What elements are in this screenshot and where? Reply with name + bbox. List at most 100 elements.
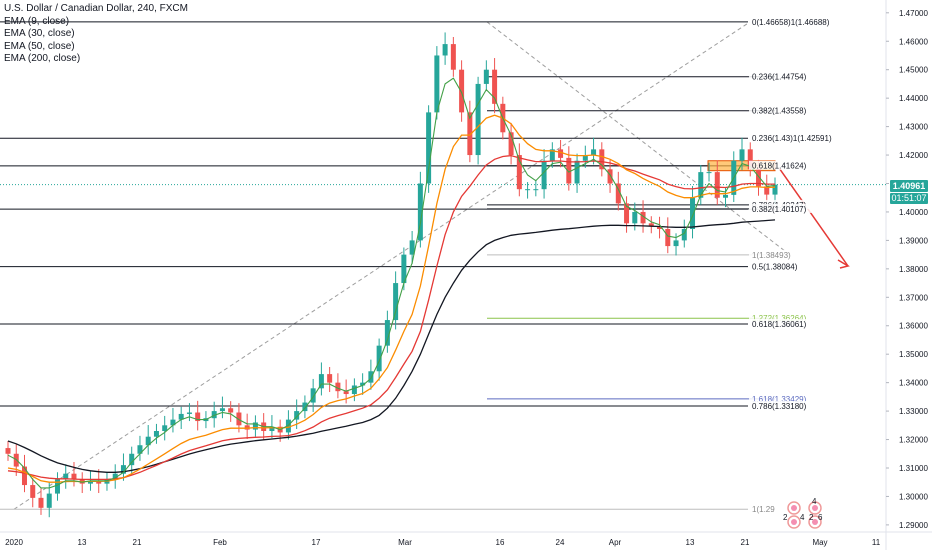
candle-body [360, 382, 366, 386]
candle-body [591, 149, 597, 156]
y-tick-label: 1.36000 [899, 322, 928, 331]
x-tick-label: May [812, 538, 827, 547]
candle-body [145, 436, 151, 446]
y-tick-label: 1.46000 [899, 37, 928, 46]
candle-body [442, 44, 448, 56]
y-tick-label: 1.40000 [899, 208, 928, 217]
candle-body [549, 149, 555, 161]
candle-body [483, 69, 489, 84]
fib-label-bg [749, 261, 821, 271]
event-badge-digit: 4 [800, 513, 805, 522]
candle-body [739, 149, 745, 161]
candle-body [219, 408, 225, 412]
fib-level-label: 0.236(1.43)1(1.42591) [752, 134, 832, 143]
candle-body [21, 466, 27, 486]
fib-label-bg [749, 319, 821, 329]
candle-body [318, 374, 324, 389]
fib-level-label: 1(1.38493) [752, 251, 791, 260]
candle-body [434, 55, 440, 113]
candle-body [574, 160, 580, 184]
projection-arrow [779, 168, 849, 267]
candle-body [87, 480, 93, 484]
candle-body [599, 149, 605, 170]
candle-body [450, 44, 456, 70]
candle-body [459, 69, 465, 113]
fib-label-bg [749, 105, 821, 115]
fib-label-bg [749, 393, 821, 403]
candle-body [178, 413, 184, 420]
y-tick-label: 1.47000 [899, 9, 928, 18]
candle-body [607, 169, 613, 184]
candle-body [475, 83, 481, 156]
x-tick-label: 2020 [5, 538, 23, 547]
event-badge-icon [791, 505, 797, 511]
fib-level-label: 0.382(1.43558) [752, 107, 807, 116]
candle-body [285, 419, 291, 433]
candle-body [162, 425, 168, 432]
fib-label-bg [749, 504, 821, 514]
y-tick-label: 1.43000 [899, 123, 928, 132]
legend-ema-50[interactable]: EMA (50, close) [4, 40, 75, 52]
fib-label-bg [749, 16, 821, 26]
y-tick-label: 1.29000 [899, 521, 928, 530]
x-tick-label: Apr [609, 538, 622, 547]
candle-body [376, 345, 382, 372]
candle-body [690, 197, 696, 230]
y-tick-label: 1.34000 [899, 379, 928, 388]
candle-body [467, 112, 473, 156]
y-tick-label: 1.32000 [899, 436, 928, 445]
candle-body [46, 493, 52, 508]
candle-body [294, 411, 300, 420]
candle-body [327, 374, 333, 383]
x-tick-label: 11 [872, 538, 881, 547]
x-tick-label: Mar [398, 538, 412, 547]
fib-label-bg [749, 400, 821, 410]
fib-level-label: 0.236(1.44754) [752, 73, 807, 82]
candle-body [541, 160, 547, 190]
candle-body [38, 497, 44, 508]
event-badge-digit: 4 [812, 497, 817, 506]
candle-body [492, 69, 498, 104]
candle-body [236, 412, 242, 426]
candle-body [228, 408, 234, 413]
candle-body [673, 240, 679, 247]
candle-body [170, 419, 176, 426]
candle-body [137, 445, 143, 454]
candle-body [401, 254, 407, 284]
legend-ema-30[interactable]: EMA (30, close) [4, 28, 75, 39]
ema-50-line [7, 154, 775, 481]
fib-label-bg [749, 71, 821, 81]
candle-body [153, 431, 159, 437]
legend-ema-200[interactable]: EMA (200, close) [4, 53, 81, 64]
candle-body [756, 169, 762, 187]
fib-level-label: 1.618(1.33429) [752, 395, 807, 404]
y-tick-label: 1.35000 [899, 350, 928, 359]
x-tick-label: 24 [556, 538, 565, 547]
candle-body [211, 411, 217, 419]
ema-30-line [7, 114, 776, 483]
legend-ema-9[interactable]: EMA (9, close) [4, 15, 70, 27]
candle-body [566, 157, 572, 184]
fib-label-bg [749, 249, 821, 259]
candle-body [582, 155, 588, 161]
candle-body [63, 473, 69, 480]
event-badge-icon [791, 519, 797, 525]
y-tick-label: 1.30000 [899, 492, 928, 501]
fib-label-bg [749, 160, 821, 170]
candle-body [335, 382, 341, 392]
fib-label-bg [749, 133, 821, 143]
fib-label-bg [749, 313, 821, 323]
fib-trend-line [13, 21, 751, 510]
x-tick-label: 13 [78, 538, 87, 547]
candle-body [54, 479, 60, 494]
candle-body [426, 112, 432, 184]
candle-body [632, 211, 638, 224]
candle-body [5, 448, 11, 454]
chart-legend: U.S. Dollar / Canadian Dollar, 240, FXCM… [4, 3, 188, 66]
candle-body [310, 388, 316, 403]
candle-body [368, 371, 374, 383]
y-tick-label: 1.33000 [899, 407, 928, 416]
candle-body [747, 149, 753, 170]
candle-body [714, 172, 720, 198]
